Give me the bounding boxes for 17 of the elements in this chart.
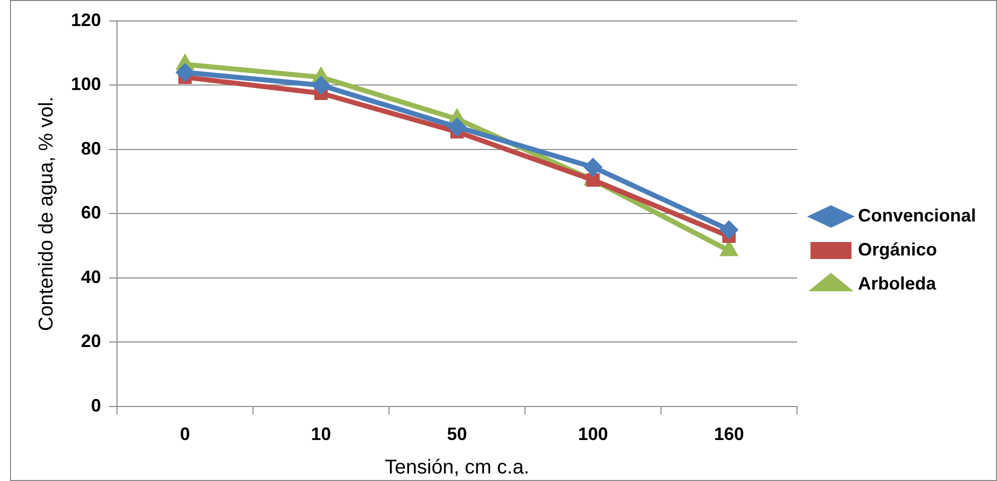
x-axis-title: Tensión, cm c.a. [384,456,530,479]
x-tick-label: 0 [180,424,190,444]
x-tick-label: 100 [578,424,608,444]
y-tick-label: 40 [81,266,102,287]
x-tick-label: 160 [714,424,744,444]
y-tick-label: 0 [91,395,102,416]
y-tick-label: 120 [70,10,102,30]
y-tick-label: 20 [81,331,102,352]
x-tick-label: 10 [311,424,332,444]
y-tick-label: 80 [81,138,102,158]
x-tick-label: 50 [446,424,468,444]
legend-label: Arboleda [858,273,937,294]
legend-label: Convencional [858,205,976,226]
legend-label: Orgánico [858,239,937,260]
y-axis-title: Contenido de agua, % vol. [36,96,58,332]
y-tick-label: 100 [70,74,102,94]
y-tick-label: 60 [81,202,102,223]
